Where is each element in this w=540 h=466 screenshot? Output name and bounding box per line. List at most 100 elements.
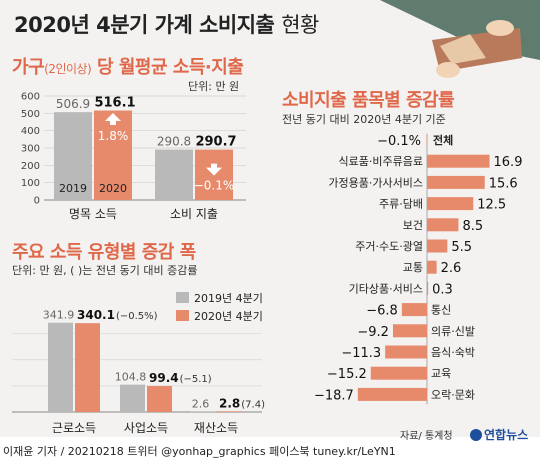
wallet-illustration — [380, 0, 540, 78]
down-arrow-icon — [206, 163, 222, 176]
category-label: 근로소득 — [52, 421, 96, 435]
hand-shape-2 — [436, 62, 460, 78]
y-tick-label: 0 — [34, 196, 40, 207]
bar-2019 — [190, 411, 215, 412]
value-label: −9.2 — [357, 325, 389, 340]
footer-credit: 이재윤 기자 / 20210218 트위터 @yonhap_graphics 페… — [3, 445, 396, 458]
bar — [427, 239, 448, 253]
legend-swatch-2019 — [176, 292, 189, 303]
bar-2019 — [54, 112, 92, 200]
category-label: 재산소득 — [194, 421, 238, 435]
legend-label: 2020년 4분기 — [194, 310, 263, 323]
y-tick-label: 100 — [21, 178, 40, 189]
bar — [392, 324, 427, 338]
category-label: 주거·수도·광열 — [355, 240, 423, 253]
legend-swatch-2020 — [176, 310, 189, 321]
category-label: 오락·문화 — [431, 388, 475, 401]
value-label: −0.1% — [377, 134, 421, 149]
value-label: 12.5 — [477, 198, 506, 213]
bar-2020 — [94, 110, 132, 200]
category-label: 교육 — [431, 367, 451, 380]
bar — [427, 175, 485, 189]
value-label: −15.2 — [327, 367, 367, 382]
data-label: 99.4 — [149, 371, 179, 385]
category-label: 의류·신발 — [431, 325, 475, 338]
value-label: 8.5 — [462, 219, 483, 234]
change-label: (7.4) — [241, 399, 265, 410]
bar — [385, 345, 427, 359]
y-tick-label: 500 — [21, 109, 40, 120]
data-label: 341.9 — [43, 309, 75, 322]
section2-unit: 단위: 만 원, ( )는 전년 동기 대비 증감률 — [12, 264, 198, 277]
section2-title: 주요 소득 유형별 증감 폭 — [12, 242, 196, 263]
value-label: 5.5 — [451, 240, 472, 255]
bar — [427, 197, 474, 211]
bar — [370, 366, 427, 380]
logo-icon — [470, 429, 482, 441]
data-label: 516.1 — [94, 96, 135, 111]
bar-2020 — [217, 411, 242, 412]
bar — [427, 218, 459, 232]
section1-unit: 단위: 만 원 — [188, 80, 240, 93]
value-label: −11.3 — [341, 346, 381, 361]
data-label: 104.8 — [115, 371, 147, 384]
bar — [427, 154, 490, 168]
source-note: 자료/ 통계청 — [400, 431, 453, 442]
bar-2020 — [147, 386, 172, 412]
change-label: −0.1% — [194, 179, 235, 193]
data-label: 2.8 — [219, 396, 240, 410]
data-label: 506.9 — [56, 97, 90, 111]
hand-shape — [486, 20, 514, 36]
data-label: 2.6 — [192, 397, 210, 410]
change-label: (−5.1) — [180, 374, 212, 385]
bar — [357, 387, 427, 401]
logo: 연합뉴스 — [470, 426, 528, 443]
value-label: 15.6 — [489, 176, 518, 191]
value-label: −18.7 — [314, 388, 354, 403]
category-label: 교통 — [403, 261, 423, 274]
y-tick-label: 300 — [21, 144, 40, 155]
section3-subtitle: 전년 동기 대비 2020년 4분기 기준 — [282, 113, 446, 126]
bar-2020 — [75, 323, 100, 412]
category-label: 명목 소득 — [69, 207, 117, 221]
bar — [427, 281, 429, 295]
main-title: 2020년 4분기 가계 소비지출 현황 — [14, 13, 319, 37]
bar — [401, 303, 427, 317]
legend-label: 2019년 4분기 — [194, 292, 263, 305]
bar-series-label: 2020 — [99, 182, 127, 195]
category-label: 보건 — [403, 219, 423, 232]
category-label: 주류·담배 — [379, 198, 423, 211]
value-label: −6.8 — [366, 304, 398, 319]
category-label: 기타상품·서비스 — [349, 282, 423, 295]
category-label: 식료품·비주류음료 — [339, 155, 423, 168]
bar-2019 — [120, 384, 145, 412]
category-label: 소비 지출 — [170, 207, 218, 221]
wallet-flap — [440, 34, 486, 64]
section3-title: 소비지출 품목별 증감률 — [282, 90, 455, 111]
category-label: 가정용품·가사서비스 — [328, 176, 423, 189]
value-label: 2.6 — [441, 261, 462, 276]
up-arrow-icon — [105, 113, 121, 125]
value-label: 16.9 — [494, 155, 523, 170]
category-label: 사업소득 — [124, 421, 168, 435]
data-label: 290.7 — [195, 135, 236, 150]
bar-2019 — [48, 322, 73, 412]
data-label: 340.1 — [77, 308, 115, 322]
category-label: 전체 — [433, 133, 453, 147]
y-tick-label: 600 — [21, 92, 40, 103]
section1-title: 가구(2인이상) 당 월평균 소득·지출 — [12, 57, 244, 78]
value-label: 0.3 — [432, 282, 453, 297]
data-label: 290.8 — [157, 135, 191, 149]
category-label: 통신 — [431, 304, 451, 317]
category-label: 음식·숙박 — [431, 346, 475, 359]
bar — [427, 260, 437, 274]
bar-series-label: 2019 — [59, 182, 87, 195]
change-label: 1.8% — [98, 129, 129, 143]
change-label: (−0.5%) — [116, 311, 158, 322]
y-tick-label: 400 — [21, 126, 40, 137]
bar-2019 — [155, 149, 193, 200]
bar — [426, 133, 428, 147]
y-tick-label: 200 — [21, 161, 40, 172]
